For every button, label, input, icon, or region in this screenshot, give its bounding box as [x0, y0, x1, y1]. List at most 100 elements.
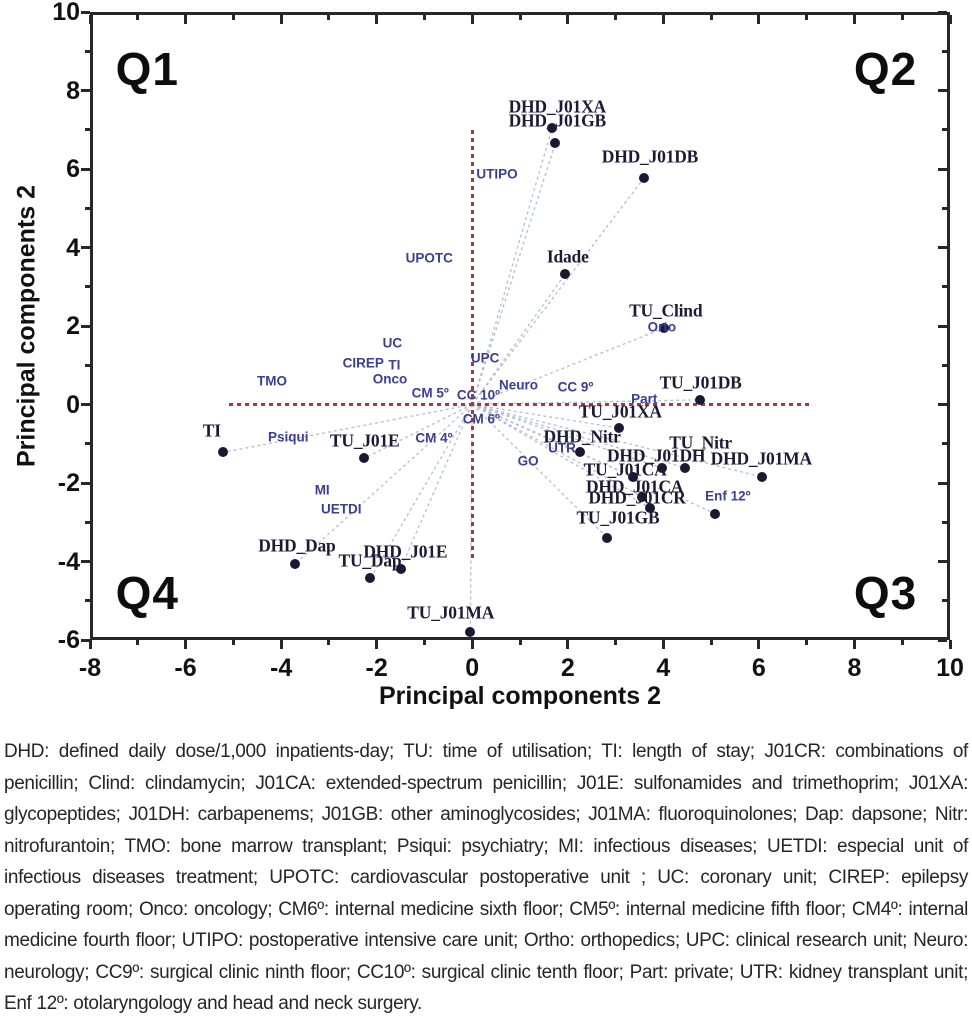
data-point-tu-j01ma: [465, 627, 476, 638]
data-point-dhd-j01dh: [657, 463, 668, 474]
x-tick-label-10: 10: [936, 654, 964, 682]
y-tick-label-4: 4: [66, 233, 80, 262]
data-point-tu-clind: [659, 322, 670, 333]
variable-label-tu-nitr: TU_Nitr: [669, 432, 732, 453]
quadrant-label-q2: Q2: [853, 42, 918, 95]
x-tick-top--4: [279, 15, 283, 24]
x-tick-10: [948, 640, 952, 649]
data-point-dhd-dap: [290, 558, 301, 569]
y-tick-label--6: -6: [57, 626, 80, 654]
x-tick--1: [422, 640, 426, 645]
data-point-tu-dap: [365, 573, 376, 584]
x-tick-top-8: [852, 15, 856, 24]
x-tick-top--2: [375, 15, 379, 24]
pca-biplot-figure: -8 -6 -4 -2 0 2 4 6 8 10 -6 -4 -2 0 2 4 6 8 10 Q1 Q2 Q3 Q4 DHD_…: [13, 0, 964, 710]
x-tick--7: [136, 640, 140, 645]
reference-line-horizontal: [228, 403, 810, 406]
quadrant-label-q1: Q1: [115, 42, 180, 95]
vector-line-dhd-j01ma: [472, 403, 763, 478]
data-point-dhd-j01ma: [757, 472, 768, 483]
vector-line-ti: [223, 403, 473, 454]
variable-label-tu-clind: TU_Clind: [629, 300, 703, 321]
data-point-ti: [218, 447, 229, 458]
quadrant-label-q3: Q3: [853, 566, 918, 619]
y-tick-2: [81, 324, 90, 328]
x-tick--3: [327, 640, 331, 645]
x-tick-top--7: [136, 15, 140, 20]
y-tick-8: [81, 89, 90, 92]
vector-line-idade: [471, 273, 566, 405]
y-tick--4: [81, 560, 90, 563]
y-tick-label-6: 6: [66, 155, 80, 183]
vector-line-dhd-j01ca: [471, 403, 643, 498]
variable-label-tu-j01e: TU_J01E: [329, 430, 400, 451]
data-point-tu-j01gb: [602, 532, 613, 543]
ward-label-cm-5: CM 5º: [411, 385, 449, 401]
x-tick-7: [805, 640, 809, 645]
variable-label-dhd-j01xa: DHD_J01XA: [508, 96, 607, 117]
vector-line-point: [471, 403, 716, 515]
vector-line-tu-nitr: [472, 403, 686, 469]
x-tick--5: [231, 640, 235, 645]
variable-label-dhd-j01dh: DHD_J01DH: [606, 445, 706, 466]
y-tick-right-2: [938, 324, 947, 328]
y-tick-7: [85, 128, 90, 132]
y-tick-right--1: [942, 442, 947, 446]
y-tick-label-10: 10: [52, 0, 80, 26]
x-tick-4: [661, 640, 665, 649]
y-tick-right--2: [938, 481, 947, 485]
ward-label-enf-12: Enf 12º: [705, 488, 751, 504]
data-point-tu-j01e: [359, 453, 370, 464]
y-tick-right-9: [942, 49, 947, 53]
vector-line-tu-j01e: [363, 403, 473, 459]
reference-line-vertical: [470, 129, 474, 562]
vector-line-dhd-j01gb: [471, 142, 556, 405]
ward-label-utipo: UTIPO: [476, 166, 518, 182]
ward-label-cc-10: CC 10º: [456, 387, 501, 403]
y-tick-4: [81, 246, 90, 249]
x-tick-top--3: [327, 15, 331, 20]
ward-label-orto: Orto: [647, 319, 677, 335]
caption-text: DHD: defined daily dose/1,000 inpatients…: [4, 741, 968, 1014]
y-tick-label-8: 8: [66, 76, 80, 105]
ward-label-cm-6: CM 6º: [462, 411, 500, 427]
y-tick-right-5: [942, 206, 947, 210]
ward-label-uc: UC: [382, 335, 403, 351]
x-tick-label--6: -6: [174, 654, 197, 682]
y-tick-label-0: 0: [66, 390, 80, 419]
x-tick-label-0: 0: [465, 654, 480, 682]
x-tick-3: [614, 640, 618, 645]
data-point-dhd-j01cr: [645, 503, 656, 514]
variable-label-dhd-dap: DHD_Dap: [258, 535, 336, 556]
y-tick-right--5: [942, 599, 947, 603]
y-tick-6: [81, 167, 90, 171]
x-tick-top--1: [422, 15, 426, 20]
x-tick-top-6: [757, 15, 761, 24]
ward-label-cirep: CIREP: [342, 355, 384, 371]
y-tick--1: [85, 442, 90, 446]
x-tick-top-7: [805, 15, 809, 20]
y-tick--5: [85, 599, 90, 603]
x-tick-top-5: [709, 15, 713, 20]
y-tick-1: [85, 363, 90, 367]
variable-label-dhd-j01db: DHD_J01DB: [601, 146, 699, 167]
data-point-dhd-j01gb: [550, 138, 561, 149]
data-point-tu-j01db: [694, 394, 705, 405]
x-tick--2: [375, 640, 379, 649]
variable-label-tu-j01db: TU_J01DB: [659, 372, 742, 393]
variable-label-tu-j01ca: TU_J01CA: [583, 459, 667, 480]
x-tick-top-10: [948, 15, 952, 24]
variable-label-tu-j01gb: TU_J01GB: [576, 507, 660, 528]
y-tick-right--6: [938, 638, 947, 642]
x-tick-top-0: [470, 15, 474, 24]
variable-label-tu-j01ma: TU_J01MA: [407, 602, 495, 623]
data-point-tu-j01xa: [614, 423, 625, 434]
ward-label-uetdi: UETDI: [321, 501, 362, 517]
variable-label-tu-dap: TU_Dap: [338, 550, 402, 571]
ward-label-upc: UPC: [470, 350, 500, 366]
y-tick-5: [85, 206, 90, 210]
data-point-tu-j01ca: [628, 472, 639, 483]
data-point-dhd-j01ca: [636, 491, 647, 502]
data-point-dhd-nitr: [575, 446, 586, 457]
y-tick-0: [81, 403, 90, 406]
